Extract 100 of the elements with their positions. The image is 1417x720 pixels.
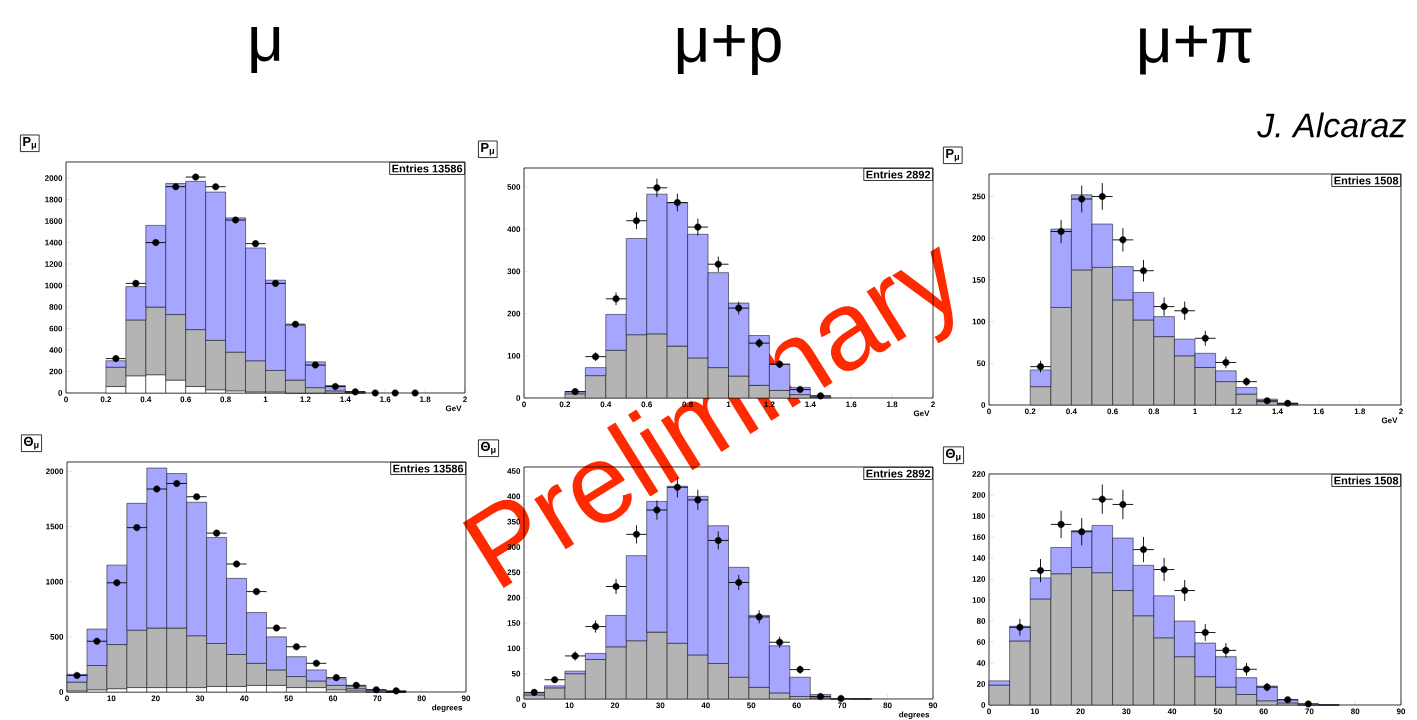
x-tick-label: 30 xyxy=(1122,708,1131,715)
x-tick-label: 80 xyxy=(417,695,426,702)
x-tick-label: 10 xyxy=(1030,708,1039,715)
x-tick-label: 90 xyxy=(461,695,471,702)
y-tick-label: 400 xyxy=(507,226,521,233)
y-tick-label: 1600 xyxy=(45,218,63,224)
x-axis-title: GeV xyxy=(445,405,462,412)
y-tick-label: 140 xyxy=(972,555,986,561)
x-tick-label: 40 xyxy=(1167,708,1177,715)
y-tick-label: 600 xyxy=(49,325,63,332)
x-tick-label: 20 xyxy=(151,695,160,702)
y-tick-label: 2000 xyxy=(44,175,63,181)
y-tick-label: 220 xyxy=(972,471,986,477)
x-tick-label: 0 xyxy=(987,708,991,715)
y-tick-label: 500 xyxy=(50,634,64,640)
annotation: Entries 2892 xyxy=(866,170,931,179)
y-tick-label: 400 xyxy=(49,347,63,353)
x-tick-label: 80 xyxy=(883,702,892,709)
x-tick-label: 20 xyxy=(1076,708,1085,715)
x-axis-title: degrees xyxy=(432,704,463,713)
x-tick-label: 50 xyxy=(1213,708,1223,715)
y-tick-label: 1500 xyxy=(46,523,64,530)
y-tick-label: 120 xyxy=(972,576,986,582)
x-tick-label: 1.4 xyxy=(1272,408,1283,415)
y-tick-label: 1000 xyxy=(46,578,64,585)
x-tick-label: 0.2 xyxy=(100,396,112,403)
chart-title: μ xyxy=(251,26,280,74)
x-tick-label: 40 xyxy=(701,702,710,709)
x-tick-label: 60 xyxy=(792,702,801,709)
x-tick-label: 1 xyxy=(263,396,268,403)
x-tick-label: 1 xyxy=(1193,408,1197,415)
x-tick-label: 10 xyxy=(107,695,116,702)
y-tick-label: 150 xyxy=(972,277,986,283)
y-tick-label: 0 xyxy=(59,689,64,695)
x-tick-label: 70 xyxy=(373,695,382,702)
chart-title: μ+p xyxy=(677,24,781,76)
x-axis-title: degrees xyxy=(899,711,930,720)
x-tick-label: 1.8 xyxy=(420,396,431,403)
x-tick-label: 0.8 xyxy=(220,396,231,403)
y-tick-label: 20 xyxy=(976,681,986,687)
x-tick-label: 90 xyxy=(928,702,938,709)
x-tick-label: 70 xyxy=(838,702,847,709)
x-tick-label: 0.6 xyxy=(180,396,191,403)
y-tick-label: 200 xyxy=(507,594,521,601)
x-tick-label: 0 xyxy=(987,408,991,415)
x-tick-label: 1.6 xyxy=(380,396,391,403)
y-tick-label: 80 xyxy=(976,618,986,624)
y-tick-label: 50 xyxy=(976,360,986,367)
y-tick-label: 500 xyxy=(507,184,521,190)
y-tick-label: 0 xyxy=(58,390,63,396)
x-tick-label: 0 xyxy=(522,702,526,709)
x-tick-label: 1.4 xyxy=(340,396,351,403)
y-tick-label: 50 xyxy=(511,670,521,677)
x-tick-label: 50 xyxy=(284,695,293,702)
x-tick-label: 1.2 xyxy=(300,396,311,403)
x-tick-label: 50 xyxy=(747,702,756,709)
y-tick-label: 1000 xyxy=(45,282,63,289)
chart-title: μ+π xyxy=(1140,25,1252,75)
x-tick-label: 90 xyxy=(1396,708,1406,715)
chart-subtitle: Θ$_{μ}$ xyxy=(23,436,39,450)
chart-subtitle: P$_{μ}$ xyxy=(481,143,495,156)
x-tick-label: 0 xyxy=(65,695,69,702)
y-tick-label: 40 xyxy=(976,660,986,666)
chart-subtitle: P$_{μ}$ xyxy=(23,137,37,150)
y-tick-label: 200 xyxy=(972,235,986,242)
x-tick-label: 20 xyxy=(610,702,620,709)
y-tick-label: 180 xyxy=(972,513,986,519)
x-tick-label: 10 xyxy=(565,702,574,709)
y-tick-label: 100 xyxy=(972,597,986,603)
x-tick-label: 1.2 xyxy=(1231,408,1242,415)
x-tick-label: 30 xyxy=(195,695,205,702)
annotation: Entries 13586 xyxy=(393,464,464,473)
x-tick-label: 70 xyxy=(1305,708,1314,715)
x-tick-label: 1.6 xyxy=(1313,408,1324,415)
y-tick-label: 100 xyxy=(507,645,521,652)
y-tick-label: 1800 xyxy=(45,196,63,203)
annotation: Entries 13586 xyxy=(392,164,463,173)
y-tick-label: 200 xyxy=(49,368,63,375)
y-tick-label: 160 xyxy=(972,534,986,540)
y-tick-label: 1200 xyxy=(45,261,63,267)
y-tick-label: 100 xyxy=(972,318,986,325)
y-tick-label: 2000 xyxy=(45,468,64,475)
y-tick-label: 150 xyxy=(507,620,521,626)
x-tick-label: 0.4 xyxy=(1066,408,1077,415)
annotation: Entries 1508 xyxy=(1334,176,1399,185)
x-tick-label: 30 xyxy=(656,702,665,709)
x-tick-label: 60 xyxy=(328,695,338,702)
text: J. Alcaraz xyxy=(1257,112,1406,138)
annotation: Entries 1508 xyxy=(1334,476,1399,485)
x-tick-label: 0.2 xyxy=(1024,408,1036,415)
y-tick-label: 60 xyxy=(976,639,986,645)
x-tick-label: 0.6 xyxy=(1107,408,1118,415)
y-tick-label: 200 xyxy=(972,492,986,498)
x-tick-label: 2 xyxy=(1399,408,1403,415)
y-tick-label: 250 xyxy=(972,193,986,200)
x-tick-label: 1.8 xyxy=(1354,408,1366,415)
x-tick-label: 0.4 xyxy=(140,396,152,403)
x-tick-label: 60 xyxy=(1259,708,1268,715)
x-tick-label: 80 xyxy=(1351,708,1360,715)
y-tick-label: 1400 xyxy=(45,239,63,246)
